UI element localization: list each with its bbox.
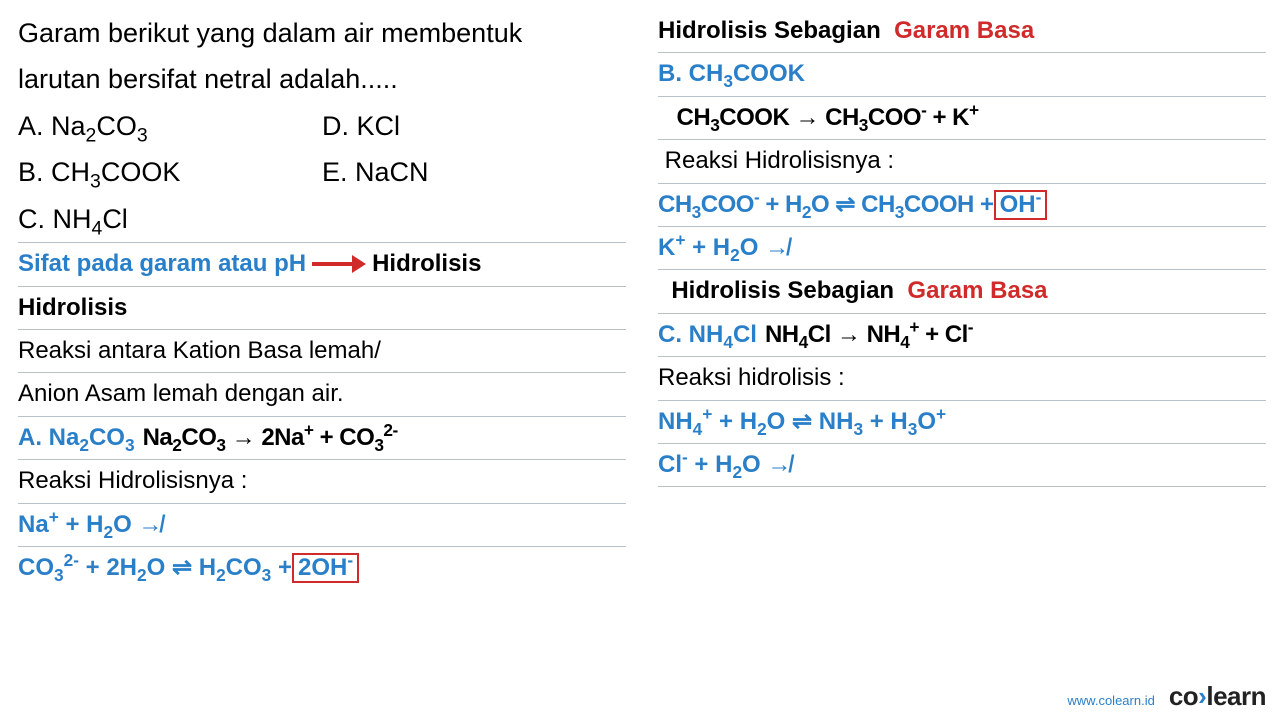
hidrolisis-title: Hidrolisis (18, 287, 626, 330)
a-rxn-2: CO32- + 2H2O ⇌ H2CO3 + 2OH- (18, 547, 626, 589)
a-label: A. Na2CO3 (18, 422, 135, 454)
question-line1: Garam berikut yang dalam air membentuk (18, 10, 626, 56)
option-c: C. NH4Cl (18, 201, 626, 237)
left-column: Garam berikut yang dalam air membentuk l… (0, 0, 640, 680)
sifat-row: Sifat pada garam atau pH Hidrolisis (18, 243, 626, 286)
c-rxn-1: NH4+ + H2O ⇌ NH3 + H3O+ (658, 401, 1266, 444)
b-rxn-2: K+ + H2O ↛ (658, 227, 1266, 270)
b-boxed-product: OH- (994, 190, 1048, 220)
c-dissociation: C. NH4Cl NH4Cl → NH4+ + Cl- (658, 314, 1266, 357)
right-column: Hidrolisis Sebagian Garam Basa B. CH3COO… (640, 0, 1280, 680)
question-line2: larutan bersifat netral adalah..... (18, 56, 626, 102)
b-rxn-label: Reaksi Hidrolisisnya : (658, 140, 1266, 183)
footer-logo: co›learn (1169, 681, 1266, 712)
hdr-b: Hidrolisis Sebagian Garam Basa (658, 10, 1266, 53)
b-rxn-1: CH3COO- + H2O ⇌ CH3COOH + OH- (658, 184, 1266, 227)
b-dissociation: CH3COOK → CH3COO- + K+ (658, 97, 1266, 140)
c-rxn-2: Cl- + H2O ↛ (658, 444, 1266, 487)
option-e: E. NaCN (322, 154, 626, 190)
a-dissociation: A. Na2CO3 Na2CO3 → 2Na+ + CO32- (18, 417, 626, 460)
a-boxed-product: 2OH- (292, 553, 359, 583)
c-rxn-label: Reaksi hidrolisis : (658, 357, 1266, 400)
hidrolisis-def-1: Reaksi antara Kation Basa lemah/ (18, 330, 626, 373)
options-row-3: C. NH4Cl (18, 196, 626, 243)
options-row-2: B. CH3COOK E. NaCN (18, 149, 626, 195)
hidrolisis-def-2: Anion Asam lemah dengan air. (18, 373, 626, 416)
sifat-label: Sifat pada garam atau pH (18, 248, 306, 280)
option-b: B. CH3COOK (18, 154, 322, 190)
hdr-c: Hidrolisis Sebagian Garam Basa (658, 270, 1266, 313)
option-a: A. Na2CO3 (18, 108, 322, 144)
footer: www.colearn.id co›learn (1067, 681, 1266, 712)
footer-url: www.colearn.id (1067, 693, 1154, 708)
sifat-target: Hidrolisis (372, 248, 481, 280)
a-rxn-label: Reaksi Hidrolisisnya : (18, 460, 626, 503)
arrow-icon (312, 257, 366, 271)
option-d: D. KCl (322, 108, 626, 144)
a-rxn-1: Na+ + H2O ↛ (18, 504, 626, 547)
b-label-row: B. CH3COOK (658, 53, 1266, 96)
options-row-1: A. Na2CO3 D. KCl (18, 103, 626, 149)
a-equation: Na2CO3 → 2Na+ + CO32- (143, 422, 398, 454)
